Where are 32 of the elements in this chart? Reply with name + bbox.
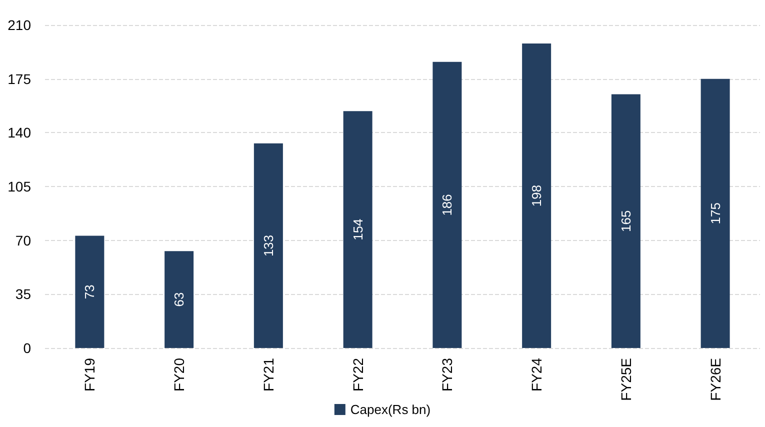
x-tick-label: FY25E — [618, 358, 634, 401]
bar — [254, 143, 283, 348]
bar — [700, 78, 730, 348]
data-label: 63 — [172, 292, 187, 307]
bar — [522, 43, 552, 348]
data-label: 186 — [440, 194, 455, 216]
legend-label: Capex(Rs bn) — [350, 402, 431, 417]
x-tick-label: FY19 — [82, 358, 98, 392]
x-tick-label: FY23 — [439, 358, 456, 392]
y-tick-label: 70 — [15, 232, 32, 248]
y-tick-label: 105 — [8, 178, 32, 194]
y-tick-label: 35 — [15, 286, 32, 302]
bar — [75, 236, 104, 348]
data-label: 133 — [260, 234, 276, 257]
y-tick-label: 175 — [8, 70, 32, 87]
bar — [343, 111, 372, 348]
bar — [164, 251, 194, 348]
y-tick-label: 0 — [23, 340, 32, 356]
data-label: 165 — [618, 210, 634, 232]
data-label: 198 — [529, 184, 544, 207]
x-tick-label: FY26E — [707, 358, 724, 401]
y-tick-label: 140 — [8, 124, 32, 141]
x-tick-label: FY20 — [171, 358, 188, 392]
x-tick-label: FY24 — [528, 358, 545, 392]
data-label: 73 — [82, 284, 98, 300]
bar — [611, 94, 640, 348]
data-label: 175 — [708, 202, 723, 224]
bar — [432, 62, 462, 348]
data-label: 154 — [350, 218, 366, 240]
x-tick-label: FY21 — [260, 358, 276, 392]
x-tick-label: FY22 — [350, 358, 366, 392]
y-tick-label: 210 — [8, 17, 32, 33]
